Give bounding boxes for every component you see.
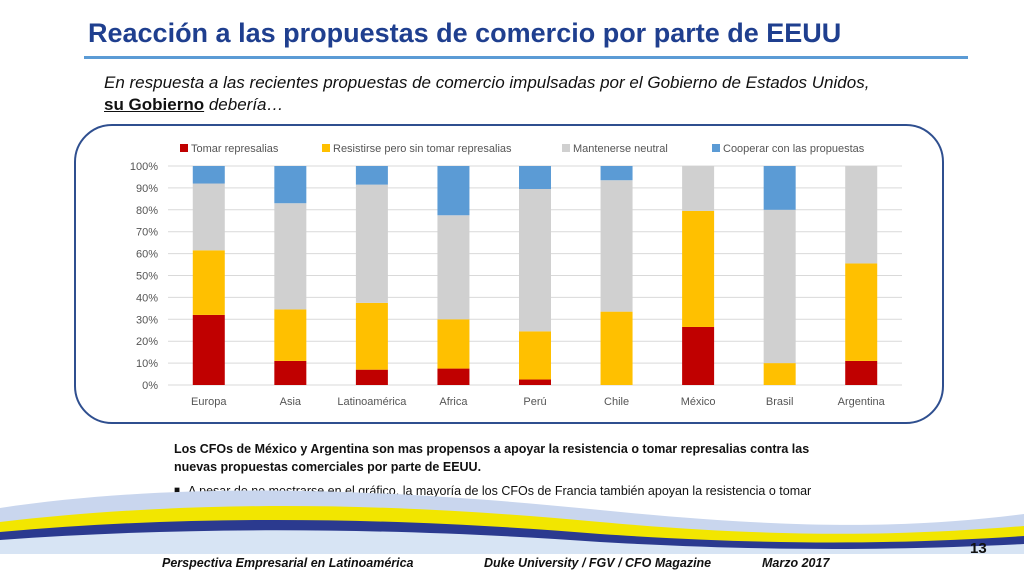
footer-date: Marzo 2017 [762, 556, 830, 570]
x-tick-label: México [681, 396, 716, 408]
bar-segment [763, 209, 796, 364]
bar-segment [519, 379, 551, 385]
bar-segment [519, 331, 551, 380]
bar-segment [682, 210, 715, 327]
bar-segment [274, 166, 307, 204]
decorative-wave-band [0, 490, 1024, 554]
y-tick-label: 20% [136, 336, 158, 348]
legend-swatch [712, 144, 720, 152]
y-tick-label: 100% [130, 161, 158, 173]
x-tick-label: Africa [439, 396, 468, 408]
x-tick-label: Asia [280, 396, 302, 408]
square-bullet-icon: ■ [174, 485, 181, 496]
question-text: En respuesta a las recientes propuestas … [104, 73, 870, 92]
bar-segment [763, 166, 796, 210]
bar-segment [192, 166, 225, 184]
y-tick-label: 0% [142, 380, 158, 392]
bar-segment [763, 363, 796, 385]
legend-label: Tomar represalias [191, 143, 279, 155]
bar-segment [682, 166, 715, 211]
bar-segment [355, 369, 388, 385]
bar-segment [682, 326, 715, 385]
bar-segment [845, 166, 878, 264]
bar-segment [355, 184, 388, 303]
bar-segment [437, 166, 470, 216]
chart-question: En respuesta a las recientes propuestas … [104, 72, 984, 116]
question-tail: debería… [204, 95, 284, 114]
question-emphasis: su Gobierno [104, 95, 205, 114]
slide-title: Reacción a las propuestas de comercio po… [88, 18, 842, 48]
y-tick-label: 30% [136, 314, 158, 326]
x-tick-label: Argentina [838, 396, 886, 408]
x-tick-label: Chile [604, 396, 629, 408]
page-number: 13 [970, 540, 987, 557]
bar-segment [519, 166, 551, 189]
y-tick-label: 80% [136, 205, 158, 217]
legend-label: Cooperar con las propuestas [723, 143, 865, 155]
slide-footer: Perspectiva Empresarial en Latinoamérica… [0, 552, 1024, 576]
bar-segment [274, 360, 307, 385]
bar-segment [274, 203, 307, 310]
footer-left: Perspectiva Empresarial en Latinoamérica [162, 556, 414, 570]
y-tick-label: 40% [136, 292, 158, 304]
stacked-bar-chart: 0% 10% 20% 30% 40% 50% 60% 70% 80% 90% 100% Europa A… [130, 143, 902, 408]
bar-segment [274, 309, 307, 361]
bar-segment [437, 368, 470, 385]
legend-label: Resistirse pero sin tomar represalias [333, 143, 512, 155]
title-underline [84, 56, 968, 59]
x-tick-label: Europa [191, 396, 227, 408]
legend-swatch [322, 144, 330, 152]
bar-segment [845, 263, 878, 361]
y-tick-label: 60% [136, 249, 158, 261]
bar-segment [192, 183, 225, 251]
legend-label: Mantenerse neutral [573, 143, 668, 155]
key-finding: Los CFOs de México y Argentina son mas p… [174, 442, 810, 474]
bar-segment [600, 180, 633, 312]
bar-segment [600, 166, 633, 181]
bar-segment [192, 314, 225, 385]
bar-segment [437, 319, 470, 369]
bar-segment [600, 311, 633, 385]
x-tick-label: Brasil [766, 396, 794, 408]
y-tick-label: 10% [136, 358, 158, 370]
footer-source: Duke University / FGV / CFO Magazine [484, 556, 712, 570]
bar-segment [519, 188, 551, 332]
bar-segment [845, 360, 878, 385]
bar-segment [192, 250, 225, 315]
y-tick-label: 50% [136, 271, 158, 283]
y-tick-label: 70% [136, 227, 158, 239]
legend-swatch [180, 144, 188, 152]
x-tick-label: Perú [523, 396, 546, 408]
y-tick-label: 90% [136, 183, 158, 195]
bar-segment [437, 215, 470, 320]
chart-frame: 0% 10% 20% 30% 40% 50% 60% 70% 80% 90% 100% Europa A… [74, 124, 944, 424]
legend-swatch [562, 144, 570, 152]
x-tick-label: Latinoamérica [337, 396, 407, 408]
bar-segment [355, 166, 388, 185]
bar-segment [355, 302, 388, 370]
